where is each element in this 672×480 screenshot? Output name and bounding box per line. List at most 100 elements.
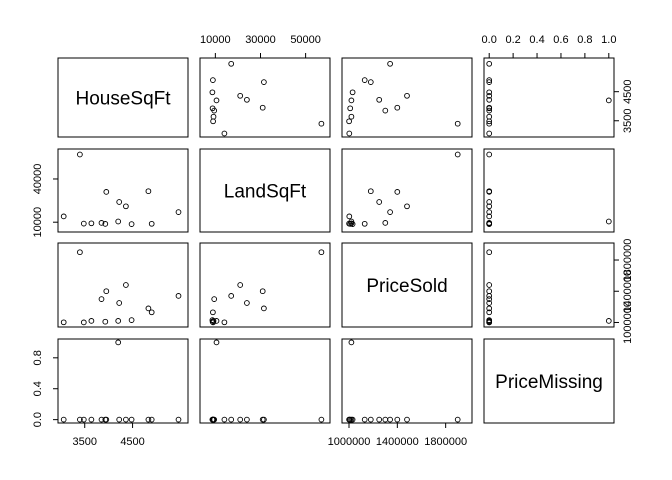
scatter-panel-PriceSold-vs-PriceMissing xyxy=(483,242,615,328)
point-LandSqFt-vs-HouseSqFt-2 xyxy=(80,220,87,227)
tick-label-y-PriceSold: 1800000 xyxy=(622,239,634,282)
point-HouseSqFt-vs-PriceMissing-0 xyxy=(486,130,493,137)
point-HouseSqFt-vs-PriceMissing-7 xyxy=(605,97,612,104)
point-PriceSold-vs-HouseSqFt-10 xyxy=(128,317,135,323)
tick-label-PriceSold: 1400000 xyxy=(376,436,419,448)
tick-label-LandSqFt: 50000 xyxy=(290,34,321,46)
point-HouseSqFt-vs-PriceMissing-3 xyxy=(486,113,493,120)
scatter-panel-PriceMissing-vs-PriceSold xyxy=(341,338,473,424)
point-PriceSold-vs-LandSqFt-8 xyxy=(244,300,250,306)
point-LandSqFt-vs-HouseSqFt-5 xyxy=(103,189,110,195)
scatter-points xyxy=(60,60,612,423)
point-HouseSqFt-vs-PriceMissing-11 xyxy=(486,79,493,85)
point-LandSqFt-vs-HouseSqFt-8 xyxy=(116,199,123,205)
point-PriceMissing-vs-HouseSqFt-2 xyxy=(80,416,87,423)
point-PriceMissing-vs-PriceSold-13 xyxy=(387,416,393,423)
point-PriceSold-vs-LandSqFt-13 xyxy=(228,293,235,299)
tick-label-y-HouseSqFt: 3500 xyxy=(622,109,634,133)
point-PriceSold-vs-LandSqFt-12 xyxy=(210,309,216,316)
tick-label-y-LandSqFt: 10000 xyxy=(32,207,44,238)
point-HouseSqFt-vs-PriceMissing-9 xyxy=(486,92,493,99)
point-PriceSold-vs-HouseSqFt-8 xyxy=(116,300,123,306)
point-PriceSold-vs-LandSqFt-1 xyxy=(318,249,325,256)
point-HouseSqFt-vs-PriceMissing-1 xyxy=(486,120,493,127)
point-PriceMissing-vs-PriceSold-7 xyxy=(348,339,355,346)
tick-label-PriceMissing: 0.2 xyxy=(505,34,520,46)
point-PriceMissing-vs-HouseSqFt-1 xyxy=(77,416,83,423)
point-PriceSold-vs-LandSqFt-0 xyxy=(221,319,228,326)
point-LandSqFt-vs-HouseSqFt-11 xyxy=(145,188,152,195)
point-PriceSold-vs-HouseSqFt-13 xyxy=(175,293,182,299)
point-PriceMissing-vs-HouseSqFt-3 xyxy=(88,416,95,423)
point-LandSqFt-vs-HouseSqFt-7 xyxy=(115,218,122,225)
point-PriceSold-vs-LandSqFt-3 xyxy=(210,318,217,324)
point-PriceSold-vs-PriceMissing-7 xyxy=(605,318,612,324)
point-PriceMissing-vs-PriceSold-10 xyxy=(349,416,356,423)
tick-label-PriceMissing: 0.6 xyxy=(553,34,568,46)
point-HouseSqFt-vs-PriceSold-8 xyxy=(376,96,383,103)
point-PriceMissing-vs-LandSqFt-0 xyxy=(221,416,228,423)
point-HouseSqFt-vs-LandSqFt-12 xyxy=(210,77,216,83)
tick-label-LandSqFt: 10000 xyxy=(200,34,231,46)
point-PriceSold-vs-HouseSqFt-9 xyxy=(123,282,129,288)
point-LandSqFt-vs-HouseSqFt-13 xyxy=(175,209,182,215)
panel-frames xyxy=(57,57,615,424)
point-HouseSqFt-vs-PriceSold-9 xyxy=(404,92,410,99)
variable-label-HouseSqFt: HouseSqFt xyxy=(75,89,171,110)
point-PriceSold-vs-HouseSqFt-4 xyxy=(98,296,105,302)
point-PriceMissing-vs-LandSqFt-1 xyxy=(318,416,325,423)
tick-label-y-LandSqFt: 40000 xyxy=(32,164,44,195)
point-LandSqFt-vs-PriceMissing-8 xyxy=(486,199,493,205)
point-LandSqFt-vs-PriceSold-4 xyxy=(382,220,389,226)
point-PriceSold-vs-PriceMissing-10 xyxy=(486,317,493,323)
point-PriceMissing-vs-PriceSold-1 xyxy=(454,416,461,423)
variable-label-PriceMissing: PriceMissing xyxy=(495,372,603,393)
point-PriceSold-vs-LandSqFt-10 xyxy=(209,317,216,323)
point-PriceMissing-vs-PriceSold-5 xyxy=(394,416,401,423)
tick-label-PriceMissing: 0.8 xyxy=(577,34,592,46)
point-PriceSold-vs-HouseSqFt-5 xyxy=(103,288,110,295)
point-PriceSold-vs-LandSqFt-9 xyxy=(237,282,244,288)
point-PriceMissing-vs-PriceSold-8 xyxy=(376,416,383,423)
point-PriceMissing-vs-LandSqFt-12 xyxy=(210,416,216,423)
point-PriceSold-vs-PriceMissing-4 xyxy=(486,296,493,302)
point-LandSqFt-vs-HouseSqFt-10 xyxy=(128,221,135,227)
point-PriceMissing-vs-HouseSqFt-11 xyxy=(145,416,152,423)
point-HouseSqFt-vs-PriceSold-10 xyxy=(349,89,356,96)
point-PriceSold-vs-PriceMissing-1 xyxy=(486,249,493,256)
point-PriceMissing-vs-PriceSold-11 xyxy=(367,416,374,423)
point-HouseSqFt-vs-PriceSold-5 xyxy=(394,104,401,111)
point-PriceSold-vs-PriceMissing-9 xyxy=(486,282,493,288)
point-PriceMissing-vs-LandSqFt-9 xyxy=(237,416,244,423)
tick-label-HouseSqFt: 3500 xyxy=(72,436,96,448)
point-HouseSqFt-vs-PriceSold-12 xyxy=(361,77,368,83)
point-PriceMissing-vs-LandSqFt-11 xyxy=(261,416,267,423)
point-LandSqFt-vs-HouseSqFt-3 xyxy=(88,220,95,227)
scatter-panel-PriceSold-vs-HouseSqFt xyxy=(57,242,189,328)
point-HouseSqFt-vs-LandSqFt-2 xyxy=(210,118,216,125)
point-PriceSold-vs-LandSqFt-5 xyxy=(259,288,266,295)
tick-label-y-PriceSold: 1400000 xyxy=(622,270,634,313)
tick-label-y-PriceSold: 1000000 xyxy=(622,301,634,344)
point-LandSqFt-vs-PriceSold-12 xyxy=(361,220,368,227)
point-LandSqFt-vs-PriceSold-13 xyxy=(387,209,393,215)
point-LandSqFt-vs-HouseSqFt-6 xyxy=(102,221,109,227)
scatter-panel-LandSqFt-vs-PriceMissing xyxy=(483,148,615,233)
point-HouseSqFt-vs-PriceSold-11 xyxy=(367,79,374,85)
point-PriceMissing-vs-HouseSqFt-10 xyxy=(128,416,135,423)
point-PriceMissing-vs-HouseSqFt-9 xyxy=(123,416,129,423)
tick-label-y-HouseSqFt: 4500 xyxy=(622,79,634,103)
point-HouseSqFt-vs-LandSqFt-7 xyxy=(213,97,220,104)
point-PriceMissing-vs-PriceSold-4 xyxy=(382,416,389,423)
point-LandSqFt-vs-PriceSold-8 xyxy=(376,199,383,205)
point-PriceMissing-vs-LandSqFt-8 xyxy=(244,416,250,423)
scatter-panel-PriceSold-vs-LandSqFt xyxy=(199,242,331,328)
point-PriceSold-vs-PriceMissing-11 xyxy=(486,305,493,312)
point-HouseSqFt-vs-PriceSold-3 xyxy=(348,113,355,120)
point-PriceMissing-vs-HouseSqFt-13 xyxy=(175,416,182,423)
point-HouseSqFt-vs-LandSqFt-3 xyxy=(210,113,217,120)
point-HouseSqFt-vs-LandSqFt-8 xyxy=(244,96,250,103)
point-HouseSqFt-vs-PriceSold-1 xyxy=(454,120,461,127)
point-HouseSqFt-vs-LandSqFt-1 xyxy=(318,120,325,127)
tick-label-LandSqFt: 30000 xyxy=(245,34,276,46)
